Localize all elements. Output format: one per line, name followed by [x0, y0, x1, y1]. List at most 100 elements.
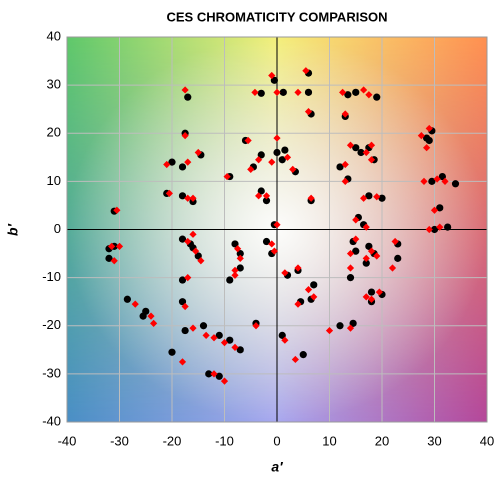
- x-tick-label: -40: [58, 433, 77, 448]
- y-tick-label: -10: [42, 269, 61, 284]
- point: [341, 110, 349, 118]
- point: [163, 160, 171, 169]
- point: [110, 257, 118, 265]
- point: [367, 141, 376, 149]
- point: [189, 194, 197, 202]
- point: [165, 189, 173, 198]
- point: [223, 172, 231, 181]
- y-tick-label: 20: [47, 125, 61, 140]
- point: [362, 223, 370, 231]
- point: [310, 293, 318, 301]
- point: [231, 343, 239, 352]
- point: [181, 326, 189, 335]
- point: [341, 177, 349, 185]
- point: [281, 269, 289, 277]
- point: [220, 377, 229, 385]
- y-tick-label: -40: [42, 413, 61, 428]
- point: [352, 247, 360, 255]
- point: [365, 192, 373, 200]
- y-tick-label: -20: [42, 317, 61, 332]
- point: [150, 319, 158, 327]
- point: [192, 247, 200, 255]
- point: [113, 206, 121, 214]
- point: [436, 204, 444, 212]
- point: [268, 240, 276, 248]
- point: [178, 298, 187, 306]
- point: [425, 136, 433, 145]
- point: [373, 193, 381, 201]
- point: [147, 312, 155, 320]
- y-tick-label: 30: [47, 77, 61, 92]
- y-tick-label: 40: [47, 28, 61, 43]
- point: [444, 223, 452, 231]
- point: [362, 148, 370, 157]
- point: [360, 86, 368, 94]
- point: [346, 324, 355, 332]
- point: [236, 254, 244, 262]
- point: [352, 216, 360, 224]
- point: [231, 271, 239, 279]
- chart-title: CES CHROMATICITY COMPARISON: [166, 9, 387, 24]
- point: [349, 319, 357, 327]
- point: [105, 254, 113, 262]
- x-tick-label: -20: [163, 433, 182, 448]
- point: [270, 76, 278, 84]
- point: [362, 259, 370, 267]
- point: [367, 288, 376, 296]
- point: [362, 293, 370, 301]
- point: [231, 240, 239, 248]
- point: [281, 146, 289, 154]
- point: [273, 148, 281, 157]
- point: [257, 187, 265, 195]
- point: [184, 93, 192, 101]
- point: [139, 312, 147, 320]
- point: [430, 206, 439, 214]
- point: [367, 295, 376, 303]
- point: [236, 264, 244, 272]
- point: [336, 163, 344, 171]
- y-tick-label: 0: [54, 221, 61, 236]
- point: [184, 237, 192, 246]
- point: [420, 177, 428, 185]
- point: [310, 281, 318, 289]
- point: [289, 165, 297, 173]
- point: [234, 245, 242, 253]
- point: [199, 322, 208, 330]
- y-tick-label: 10: [47, 173, 61, 188]
- point: [205, 370, 213, 378]
- point: [367, 156, 376, 164]
- point: [215, 331, 223, 339]
- point: [262, 237, 271, 246]
- point: [273, 88, 281, 96]
- point: [210, 370, 218, 378]
- point: [451, 180, 460, 188]
- point: [438, 172, 446, 181]
- point: [304, 88, 313, 96]
- point: [278, 331, 286, 339]
- plot-border: [66, 36, 488, 423]
- point: [236, 249, 244, 258]
- point: [184, 194, 192, 202]
- point: [131, 300, 139, 308]
- point: [441, 177, 449, 185]
- point: [178, 235, 187, 243]
- point: [304, 107, 313, 116]
- point: [430, 225, 439, 234]
- point: [189, 230, 197, 238]
- point: [336, 322, 344, 330]
- point: [417, 132, 425, 140]
- point: [257, 89, 265, 97]
- point: [215, 372, 223, 380]
- point: [307, 194, 315, 202]
- point: [299, 351, 307, 359]
- y-tick-label: -30: [42, 365, 61, 380]
- point: [346, 249, 355, 258]
- point: [283, 153, 292, 161]
- point: [231, 266, 239, 275]
- point: [257, 151, 265, 159]
- point: [365, 91, 373, 99]
- point: [178, 163, 187, 171]
- point: [346, 141, 355, 149]
- point: [273, 221, 281, 229]
